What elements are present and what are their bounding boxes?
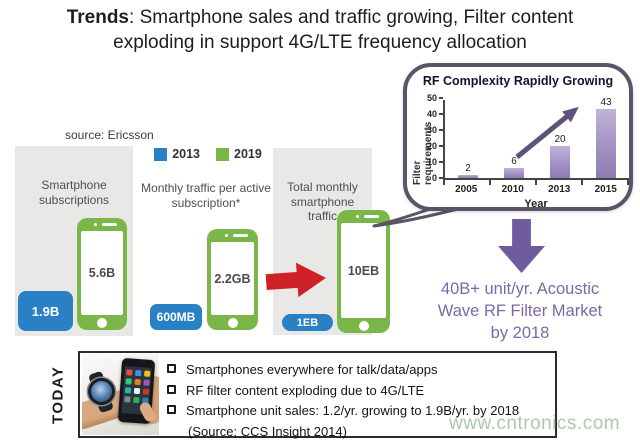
rf-chart-xtick: 2013 (548, 184, 571, 195)
phone-camera-dot (94, 223, 97, 226)
rf-chart-bar (504, 168, 524, 178)
bullet-square-icon (167, 384, 176, 394)
market-down-arrow-icon (498, 219, 545, 273)
phone-camera-dot (224, 234, 228, 237)
smartwatch-phone-photo (82, 354, 159, 435)
bullet-text: Smartphones everywhere for talk/data/app… (186, 362, 438, 377)
value-2013-traffic: 600MB (150, 304, 202, 330)
phone-speaker (363, 215, 379, 218)
smartphone-icon: 2.2GB (207, 229, 258, 330)
title-line-1-rest: : Smartphone sales and traffic growing, … (129, 7, 574, 28)
rf-chart-bars: 2 6 20 43 (445, 97, 629, 178)
phone-speaker (232, 234, 248, 237)
bullet-text: Smartphone unit sales: 1.2/yr. growing t… (186, 403, 520, 418)
rf-chart-bar-value: 43 (600, 97, 612, 109)
rf-chart-ytick: 0 (432, 173, 443, 183)
rf-chart-xticks: 2005 2010 2013 2015 (443, 184, 629, 195)
rf-chart-bar-value: 2 (465, 162, 471, 174)
value-2019-traffic: 2.2GB (211, 242, 254, 315)
rf-chart-xtick: 2015 (594, 184, 617, 195)
phone-speaker (102, 223, 117, 226)
today-label: TODAY (49, 365, 67, 425)
market-size-line: Wave RF Filter Market (437, 302, 603, 320)
rf-chart-bar (458, 174, 478, 178)
phone-home-button (97, 317, 107, 328)
phone-home-button (358, 320, 369, 331)
slide-title: Trends: Smartphone sales and traffic gro… (0, 5, 640, 55)
smartphone-icon: 10EB (337, 210, 390, 333)
bullet-square-icon (167, 364, 176, 373)
rf-chart-column: 43 (583, 97, 629, 178)
value-2019-total-traffic: 10EB (341, 223, 386, 318)
bullet-item: RF filter content exploding due to 4G/LT… (167, 382, 551, 400)
panel-title: Smartphone subscriptions (38, 178, 110, 207)
phone-camera-dot (355, 215, 359, 218)
value-2019-subscriptions: 5.6B (81, 231, 123, 315)
rf-chart-title: RF Complexity Rapidly Growing (422, 74, 614, 88)
rf-chart-yticks: 0 10 20 30 40 50 (419, 93, 443, 183)
bullet-list: Smartphones everywhere for talk/data/app… (167, 361, 551, 440)
panel-title: Total monthly smartphone traffic (287, 180, 358, 223)
source-note: source: Ericsson (65, 128, 154, 142)
rf-chart-bar-value: 20 (554, 134, 566, 145)
rf-complexity-callout: RF Complexity Rapidly Growing Filter req… (403, 63, 633, 211)
legend-label: 2013 (172, 147, 200, 161)
rf-chart-column: 6 (491, 156, 537, 178)
rf-chart-ytick: 40 (427, 109, 443, 119)
source-citation: (Source: CCS Insight 2014) (188, 423, 347, 439)
legend-swatch (216, 147, 229, 161)
rf-chart-xtick: 2010 (501, 184, 524, 195)
title-line-2: exploding in support 4G/LTE frequency al… (113, 32, 527, 53)
legend-item: 2019 (216, 147, 262, 161)
rf-chart-x-axis-label: Year (524, 198, 548, 210)
legend: 2013 2019 (152, 147, 264, 161)
value-2013-total-traffic: 1EB (282, 314, 333, 331)
market-size-label: 40B+ unit/yr. Acoustic Wave RF Filter Ma… (405, 278, 635, 344)
rf-chart-bar (596, 109, 616, 178)
rf-chart-column: 20 (537, 134, 583, 178)
bullet-item: Smartphones everywhere for talk/data/app… (167, 361, 551, 379)
rf-chart-xtick: 2005 (455, 184, 478, 195)
rf-chart-plot: 0 10 20 30 40 50 2 6 20 43 (427, 93, 629, 183)
market-size-line: 40B+ unit/yr. Acoustic (440, 280, 600, 298)
app-grid-graphic (126, 369, 133, 376)
panel-title-monthly-traffic: Monthly traffic per active subscription* (141, 181, 271, 210)
rf-chart-x-axis-ticks (443, 180, 629, 185)
rf-chart-bar-value: 6 (511, 156, 517, 168)
legend-label: 2019 (234, 147, 262, 161)
smartwatch-icon (88, 378, 115, 405)
smartphone-icon: 5.6B (77, 218, 127, 330)
rf-chart-ytick: 30 (427, 125, 443, 135)
phone-home-button (227, 317, 238, 328)
title-keyword: Trends (66, 7, 130, 28)
legend-item: 2013 (154, 147, 200, 161)
value-2013-subscriptions: 1.9B (18, 291, 73, 331)
rf-chart-column: 2 (445, 163, 491, 178)
rf-chart-bar (550, 146, 570, 178)
watermark: www.cntronics.com (449, 413, 621, 434)
bullet-text: RF filter content exploding due to 4G/LT… (186, 382, 425, 398)
bullet-item: Smartphone unit sales: 1.2/yr. growing t… (167, 402, 551, 420)
market-size-line: by 2018 (490, 324, 550, 342)
rf-chart-ytick: 10 (427, 157, 443, 167)
legend-swatch (154, 147, 168, 161)
title-line-1: Trends: Smartphone sales and traffic gro… (0, 5, 640, 30)
bullet-square-icon (167, 405, 176, 414)
rf-chart-ytick: 50 (427, 93, 443, 103)
rf-chart-ytick: 20 (427, 141, 443, 151)
